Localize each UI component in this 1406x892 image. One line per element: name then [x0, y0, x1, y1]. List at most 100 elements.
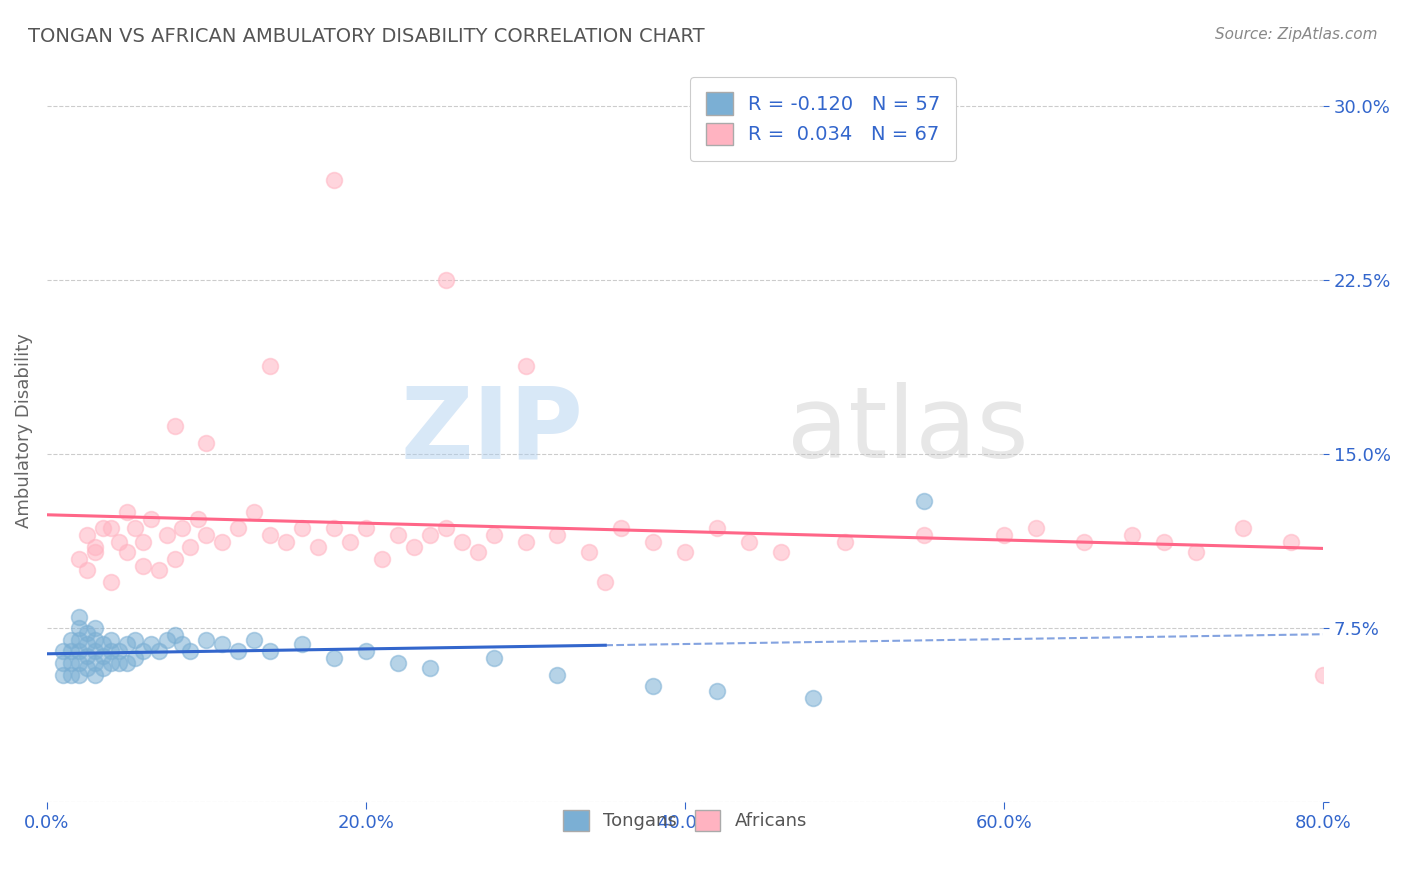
Point [67, 609, 90, 624]
Point [912, 528, 935, 542]
Point [100, 656, 122, 670]
Point [148, 644, 170, 658]
Point [354, 644, 377, 658]
Point [195, 528, 218, 542]
Point [801, 690, 824, 705]
Point [450, 535, 472, 549]
Point [993, 528, 1015, 542]
Text: Source: ZipAtlas.com: Source: ZipAtlas.com [1215, 27, 1378, 42]
Point [1025, 521, 1047, 535]
Y-axis label: Ambulatory Disability: Ambulatory Disability [15, 334, 32, 528]
Point [259, 528, 281, 542]
Point [211, 535, 233, 549]
Point [76, 637, 98, 651]
Point [323, 173, 346, 187]
Point [515, 359, 537, 373]
Point [371, 551, 394, 566]
Point [131, 644, 153, 658]
Text: ZIP: ZIP [401, 383, 583, 479]
Point [179, 540, 201, 554]
Point [67, 632, 90, 647]
Point [115, 637, 138, 651]
Point [228, 521, 250, 535]
Point [387, 528, 409, 542]
Point [243, 632, 266, 647]
Point [738, 535, 761, 549]
Point [912, 493, 935, 508]
Point [107, 535, 129, 549]
Point [276, 535, 298, 549]
Point [59, 632, 82, 647]
Point [387, 656, 409, 670]
Point [323, 651, 346, 665]
Point [769, 544, 792, 558]
Point [482, 528, 505, 542]
Point [83, 544, 105, 558]
Point [91, 521, 114, 535]
Point [83, 632, 105, 647]
Legend: Tongans, Africans: Tongans, Africans [548, 796, 821, 846]
Point [706, 684, 728, 698]
Point [593, 574, 616, 589]
Point [155, 528, 177, 542]
Point [195, 632, 218, 647]
Point [211, 637, 233, 651]
Point [834, 535, 856, 549]
Point [59, 667, 82, 681]
Point [52, 667, 75, 681]
Point [91, 660, 114, 674]
Point [67, 644, 90, 658]
Point [546, 528, 568, 542]
Point [52, 656, 75, 670]
Point [467, 544, 489, 558]
Point [610, 521, 633, 535]
Point [100, 574, 122, 589]
Point [291, 521, 314, 535]
Point [76, 660, 98, 674]
Point [76, 625, 98, 640]
Point [643, 535, 665, 549]
Point [172, 637, 194, 651]
Point [59, 656, 82, 670]
Point [76, 563, 98, 577]
Point [259, 644, 281, 658]
Point [115, 505, 138, 519]
Point [67, 667, 90, 681]
Point [179, 644, 201, 658]
Point [1153, 535, 1175, 549]
Point [434, 521, 457, 535]
Point [124, 632, 146, 647]
Text: atlas: atlas [787, 383, 1029, 479]
Point [67, 621, 90, 635]
Point [83, 667, 105, 681]
Point [673, 544, 696, 558]
Point [482, 651, 505, 665]
Point [419, 528, 441, 542]
Point [107, 656, 129, 670]
Point [163, 551, 186, 566]
Point [195, 435, 218, 450]
Point [172, 521, 194, 535]
Point [91, 637, 114, 651]
Point [100, 521, 122, 535]
Point [163, 628, 186, 642]
Point [578, 544, 600, 558]
Point [546, 667, 568, 681]
Point [83, 621, 105, 635]
Point [67, 551, 90, 566]
Point [115, 656, 138, 670]
Point [148, 563, 170, 577]
Point [67, 656, 90, 670]
Point [83, 656, 105, 670]
Point [163, 419, 186, 434]
Point [107, 644, 129, 658]
Point [83, 644, 105, 658]
Point [131, 558, 153, 573]
Point [1279, 535, 1302, 549]
Point [83, 540, 105, 554]
Point [1184, 544, 1206, 558]
Point [339, 535, 361, 549]
Point [515, 535, 537, 549]
Point [139, 512, 162, 526]
Point [1232, 521, 1254, 535]
